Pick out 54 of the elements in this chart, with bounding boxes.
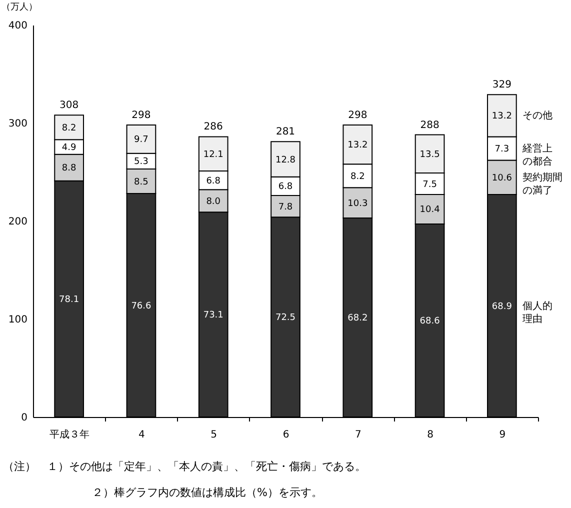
annotation: 10.3 [348,198,368,209]
text: （注） １）その他は「定年」、「本人の責」、「死亡・傷病」である。 [3,460,366,473]
annotation: 10.4 [420,205,440,216]
annotation: 8.0 [206,196,221,207]
annotation: 72.5 [275,313,296,324]
annotation: 12.8 [275,155,296,166]
annotation: 7.3 [494,144,510,154]
y-tick-label: 0 [21,412,28,424]
annotation: 8.8 [62,164,76,174]
total-label: 288 [420,120,440,131]
annotation: 68.2 [348,314,368,324]
total-label: 308 [60,100,79,112]
series-label: その他 [522,110,552,122]
annotation: 4.9 [62,143,76,154]
series-label: 個人的理由 [522,300,552,325]
annotation: 10.6 [492,173,512,184]
text: ２）棒グラフ内の数値は構成比（%）を示す。 [92,486,322,499]
y-tick-label: 300 [8,118,28,130]
total-label: 298 [132,110,151,121]
annotation: 13.2 [492,112,512,122]
annotation: 68.6 [420,316,440,326]
x-tick-label: 4 [138,430,145,440]
x-tick-label: 平成３年 [50,428,90,440]
y-axis-title: （万人） [2,2,38,12]
series-label: 経営上の都合 [521,142,552,168]
annotation: 12.1 [203,150,224,160]
x-tick-label: 9 [499,430,506,440]
annotation: 8.2 [350,172,365,182]
series-label: 契約期間の満了 [522,171,562,196]
annotation: 6.8 [206,176,221,186]
annotation: 8.2 [62,123,76,134]
annotation: 8.5 [134,177,148,188]
total-label: 286 [204,122,223,133]
annotation: 76.6 [131,301,152,312]
x-tick-label: 5 [210,430,218,440]
annotation: 7.5 [422,180,437,190]
annotation: 13.2 [348,140,368,151]
total-label: 281 [276,126,296,138]
x-tick-label: 6 [282,430,290,440]
x-tick-label: 7 [354,430,362,440]
annotation: 13.5 [420,150,440,160]
y-tick-label: 400 [8,20,28,32]
total-label: 298 [348,110,368,121]
annotation: 5.3 [134,157,148,168]
y-tick-label: 200 [8,216,28,228]
annotation: 6.8 [278,182,293,192]
annotation: 9.7 [134,135,148,146]
annotation: 73.1 [203,310,224,321]
x-tick-label: 8 [427,430,434,440]
annotation: 68.9 [492,302,512,312]
annotation: 7.8 [278,202,293,212]
annotation: 78.1 [59,294,80,305]
total-label: 329 [492,80,512,91]
y-tick-label: 100 [8,314,28,326]
